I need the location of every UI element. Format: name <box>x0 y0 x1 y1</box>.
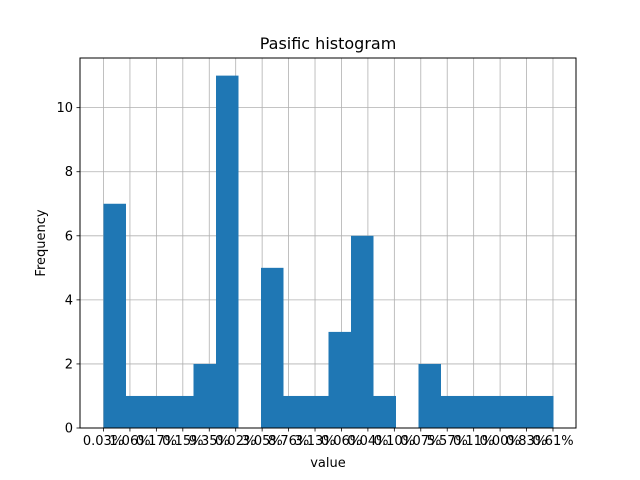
y-tick-label: 10 <box>56 101 73 116</box>
histogram-bar <box>126 395 149 428</box>
histogram-bar <box>261 267 284 428</box>
x-tick-label: 0.83% <box>506 434 547 449</box>
histogram-bar <box>328 331 351 428</box>
y-tick-label: 8 <box>65 165 73 180</box>
y-tick-label: 0 <box>65 422 73 437</box>
x-tick-label: 0.02% <box>215 434 256 449</box>
histogram-bar <box>216 75 239 428</box>
histogram-bar <box>418 363 441 428</box>
x-axis: 0.03%1.06%0.17%0.15%9.35%0.02%3.05%8.76%… <box>83 428 574 449</box>
x-tick-label: 0.17% <box>136 434 177 449</box>
x-tick-label: 0.06% <box>321 434 362 449</box>
x-tick-label: 0.00% <box>479 434 520 449</box>
y-axis-label: Frequency <box>34 209 49 276</box>
x-tick-label: 0.03% <box>83 434 124 449</box>
x-tick-label: 8.76% <box>268 434 309 449</box>
histogram-bar <box>306 395 329 428</box>
y-axis: 0 2 4 6 8 10 <box>56 101 80 437</box>
histogram-bar <box>463 395 486 428</box>
y-tick-label: 4 <box>65 293 73 308</box>
x-tick-label: 0.11% <box>453 434 494 449</box>
histogram-bar <box>193 363 216 428</box>
histogram-bar <box>148 395 171 428</box>
x-tick-label: 1.06% <box>109 434 150 449</box>
x-tick-label: 5.57% <box>427 434 468 449</box>
histogram-bar <box>441 395 464 428</box>
histogram-bar <box>171 395 194 428</box>
y-tick-label: 2 <box>65 357 73 372</box>
histogram-bar <box>486 395 509 428</box>
histogram-bar <box>103 203 126 428</box>
x-tick-label: 0.10% <box>374 434 415 449</box>
histogram-bar <box>351 235 374 428</box>
histogram-bar <box>283 395 306 428</box>
histogram-bar <box>531 395 554 428</box>
x-axis-label: value <box>310 456 346 471</box>
y-tick-label: 6 <box>65 229 73 244</box>
x-tick-label: 0.15% <box>162 434 203 449</box>
chart-title: Pasific histogram <box>260 34 397 53</box>
x-tick-label: 3.05% <box>241 434 282 449</box>
x-tick-label: 0.61% <box>532 434 573 449</box>
bars <box>103 75 554 428</box>
histogram-bar <box>373 395 396 428</box>
plot-frame <box>79 57 577 429</box>
x-tick-label: 0.07% <box>400 434 441 449</box>
plot-area <box>80 58 576 428</box>
x-tick-label: 9.35% <box>189 434 230 449</box>
x-tick-label: 3.13% <box>294 434 335 449</box>
x-tick-label: 0.04% <box>347 434 388 449</box>
histogram-bar <box>508 395 531 428</box>
